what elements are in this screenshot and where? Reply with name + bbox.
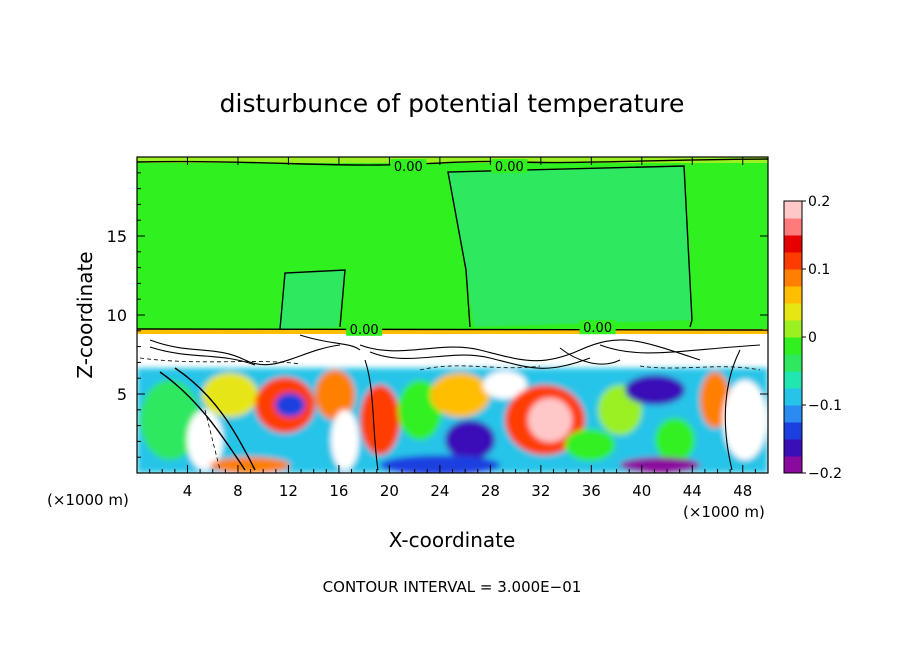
field-top-strip [137, 157, 768, 163]
contour-label: 0.00 [495, 160, 524, 175]
x-tick-label: 20 [380, 482, 399, 500]
colorbar-tick-label: 0.1 [808, 262, 830, 278]
contour-label: 0.00 [350, 323, 379, 338]
colorbar-swatch [784, 252, 802, 270]
contour-label-bg [390, 159, 427, 174]
colorbar-swatch [784, 235, 802, 253]
colorbar-swatch [784, 456, 802, 474]
colorbar-tick-label: 0 [808, 330, 817, 346]
colorbar-swatch [784, 269, 802, 287]
colorbar-ticks: 0.2 0.1 0 −0.1 −0.2 [802, 194, 842, 482]
y-tick-label: 10 [107, 306, 127, 325]
x-unit-right: (×1000 m) [683, 503, 765, 521]
colorbar-swatch [784, 422, 802, 440]
x-tick-label: 12 [279, 482, 298, 500]
colorbar-swatch [784, 201, 802, 219]
turbulent-layer [137, 334, 768, 473]
contour-label: 0.00 [394, 160, 423, 175]
x-tick-label: 16 [329, 482, 348, 500]
colorbar-tick-label: −0.2 [808, 466, 842, 482]
x-tick-label: 8 [233, 482, 243, 500]
colorbar-swatch [784, 439, 802, 457]
colorbar-swatch [784, 286, 802, 304]
y-axis-label: Z-coordinate [73, 251, 97, 378]
colorbar-swatch [784, 337, 802, 355]
contour-inversion [137, 328, 768, 331]
colorbar-tick-label: −0.1 [808, 398, 842, 414]
x-tick-label: 24 [430, 482, 449, 500]
x-unit-left: (×1000 m) [47, 491, 129, 509]
x-tick-label: 40 [632, 482, 651, 500]
y-axis-ticks: 5 10 15 [107, 172, 768, 458]
colorbar-swatch [784, 371, 802, 389]
x-tick-label: 36 [582, 482, 601, 500]
contour-label-bg [579, 320, 616, 335]
contour-right-column [447, 165, 693, 328]
inversion-band [137, 329, 768, 334]
contour-interval-note: CONTOUR INTERVAL = 3.000E−01 [323, 578, 582, 596]
x-tick-label: 4 [183, 482, 193, 500]
x-tick-label: 32 [531, 482, 550, 500]
contour-label: 0.00 [583, 321, 612, 336]
chart-title: disturbunce of potential temperature [220, 89, 685, 118]
patch-left-column [278, 270, 345, 329]
contour-label-bg [346, 321, 383, 336]
x-tick-label: 48 [733, 482, 752, 500]
y-tick-label: 15 [107, 227, 127, 246]
colorbar-swatch [784, 354, 802, 372]
x-axis-ticks: 4 8 12 16 20 24 28 32 36 40 44 48 [149, 157, 756, 500]
colorbar [784, 201, 802, 474]
colorbar-swatch [784, 218, 802, 236]
x-axis-label: X-coordinate [389, 528, 516, 552]
x-tick-label: 28 [481, 482, 500, 500]
contour-label-bg [491, 159, 528, 174]
colorbar-swatch [784, 405, 802, 423]
x-tick-label: 44 [683, 482, 702, 500]
patch-right-column [448, 166, 692, 327]
colorbar-swatch [784, 320, 802, 338]
y-tick-label: 5 [117, 385, 127, 404]
colorbar-swatch [784, 303, 802, 321]
contour-left-column [279, 269, 346, 330]
contour-top [137, 158, 768, 166]
plot-area: 0.00 0.00 0.00 0.00 [137, 157, 768, 473]
colorbar-tick-label: 0.2 [808, 194, 830, 210]
colorbar-swatch [784, 388, 802, 406]
contour-labels: 0.00 0.00 0.00 0.00 [346, 159, 616, 338]
